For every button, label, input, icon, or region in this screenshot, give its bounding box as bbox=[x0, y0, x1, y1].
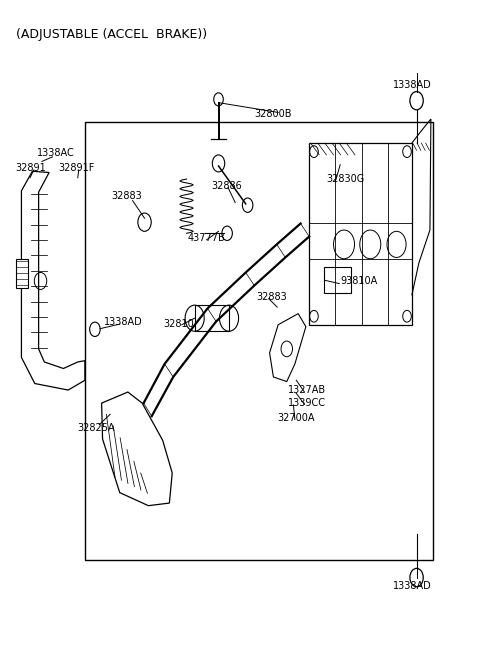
Text: 32886: 32886 bbox=[211, 181, 242, 191]
Text: 1338AC: 1338AC bbox=[37, 148, 75, 158]
Text: 32800B: 32800B bbox=[254, 109, 292, 119]
Text: 32891: 32891 bbox=[16, 163, 47, 173]
Text: 1338AD: 1338AD bbox=[393, 581, 432, 590]
Text: (ADJUSTABLE (ACCEL  BRAKE)): (ADJUSTABLE (ACCEL BRAKE)) bbox=[16, 28, 207, 41]
Bar bbox=[195, 305, 229, 331]
Bar bbox=[16, 258, 28, 287]
Text: 32830G: 32830G bbox=[326, 174, 364, 184]
Bar bbox=[85, 122, 433, 560]
Text: 32891F: 32891F bbox=[59, 163, 95, 173]
Text: 32883: 32883 bbox=[111, 191, 142, 201]
Bar bbox=[324, 267, 351, 293]
Text: 1338AD: 1338AD bbox=[104, 317, 143, 327]
Text: 1338AD: 1338AD bbox=[393, 79, 432, 90]
Text: 32825A: 32825A bbox=[78, 422, 115, 432]
Text: 1339CC: 1339CC bbox=[288, 398, 326, 407]
Bar bbox=[309, 143, 412, 325]
Text: 1327AB: 1327AB bbox=[288, 384, 326, 395]
Text: 32700A: 32700A bbox=[277, 413, 315, 422]
Text: 43777B: 43777B bbox=[188, 233, 225, 243]
Text: 32810: 32810 bbox=[164, 319, 194, 329]
Text: 93810A: 93810A bbox=[340, 276, 377, 285]
Text: 32883: 32883 bbox=[257, 292, 288, 302]
